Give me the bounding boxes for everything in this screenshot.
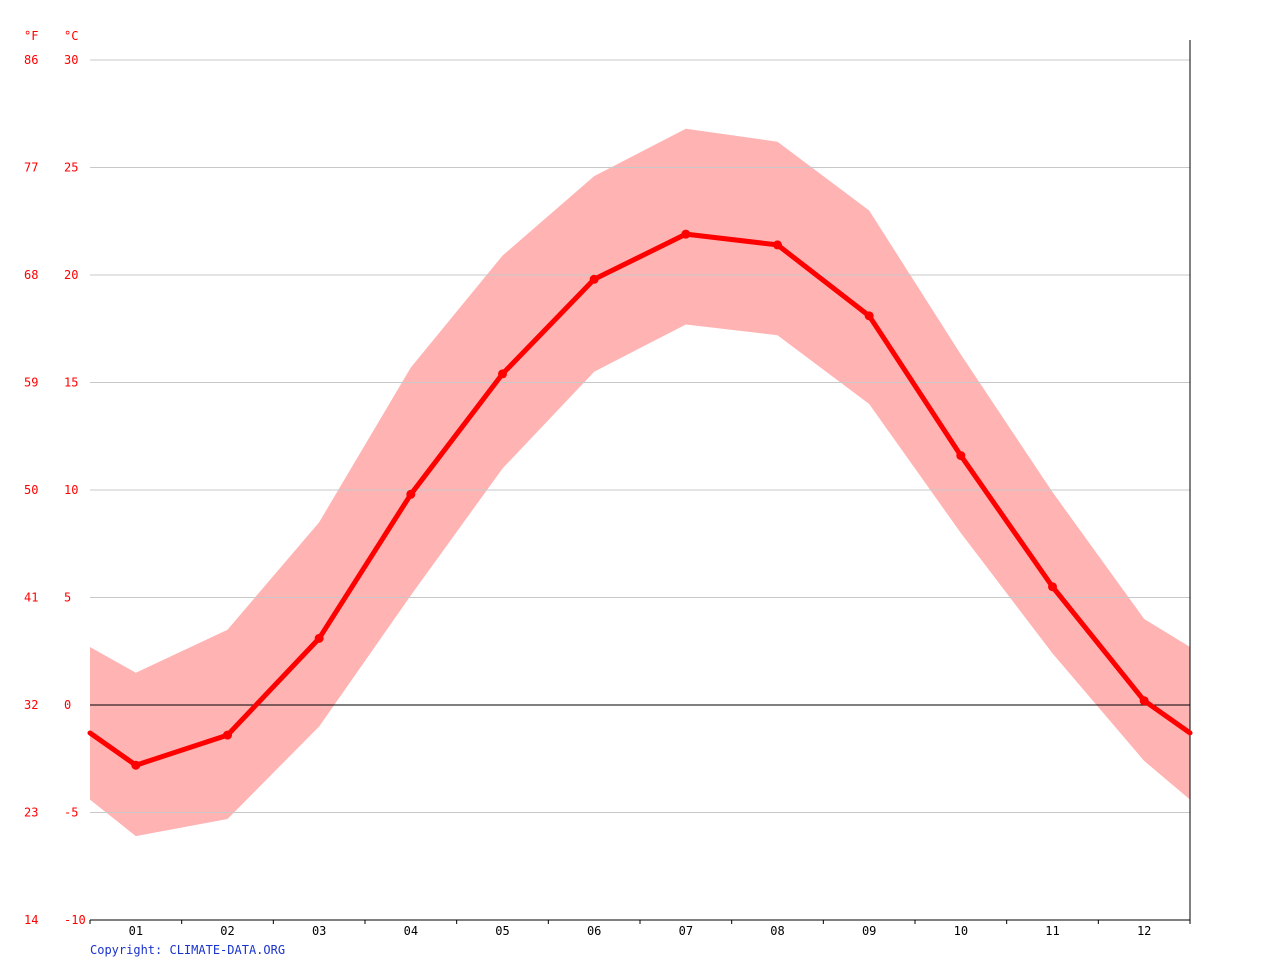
y-tick-label-celsius: 0 — [64, 698, 71, 712]
y-tick-label-celsius: -5 — [64, 806, 78, 820]
x-tick-label: 04 — [404, 924, 418, 938]
y-tick-label-fahrenheit: 32 — [24, 698, 38, 712]
x-tick-label: 05 — [495, 924, 509, 938]
temperature-range-band — [90, 128, 1190, 837]
x-tick-label: 06 — [587, 924, 601, 938]
celsius-unit-label: °C — [64, 29, 78, 43]
x-tick-label: 01 — [129, 924, 143, 938]
mean-temperature-line — [87, 231, 1193, 768]
mean-temperature-point — [956, 451, 966, 461]
y-tick-label-fahrenheit: 50 — [24, 483, 38, 497]
x-tick-label: 09 — [862, 924, 876, 938]
y-tick-label-fahrenheit: 14 — [24, 913, 38, 927]
mean-temperature-point — [681, 229, 691, 239]
mean-temperature-point — [864, 311, 874, 321]
y-tick-label-celsius: 25 — [64, 161, 78, 175]
mean-temperature-point — [223, 730, 232, 740]
x-tick-label: 02 — [220, 924, 234, 938]
x-tick-label: 07 — [679, 924, 693, 938]
fahrenheit-unit-label: °F — [24, 29, 38, 43]
mean-temperature-point — [498, 369, 507, 379]
y-tick-label-celsius: 5 — [64, 591, 71, 605]
x-tick-label: 08 — [770, 924, 784, 938]
y-tick-label-celsius: 30 — [64, 53, 78, 67]
mean-temperature-point — [773, 240, 782, 250]
x-tick-label: 12 — [1137, 924, 1151, 938]
mean-temperature-point — [131, 760, 141, 770]
x-tick-label: 11 — [1045, 924, 1059, 938]
y-tick-label-fahrenheit: 86 — [24, 53, 38, 67]
mean-temperature-point — [1048, 582, 1057, 592]
copyright-text: Copyright: CLIMATE-DATA.ORG — [90, 943, 285, 957]
y-tick-label-fahrenheit: 23 — [24, 806, 38, 820]
y-tick-label-fahrenheit: 59 — [24, 376, 38, 390]
y-tick-label-fahrenheit: 77 — [24, 161, 38, 175]
y-tick-label-fahrenheit: 41 — [24, 591, 38, 605]
y-tick-label-celsius: 15 — [64, 376, 78, 390]
y-tick-label-celsius: 10 — [64, 483, 78, 497]
mean-temperature-point — [589, 274, 599, 284]
y-tick-label-fahrenheit: 68 — [24, 268, 38, 282]
y-tick-label-celsius: -10 — [64, 913, 86, 927]
mean-temperature-point — [406, 489, 416, 499]
mean-temperature-point — [314, 633, 324, 643]
mean-temperature-point — [1139, 696, 1149, 706]
x-tick-label: 03 — [312, 924, 326, 938]
y-tick-label-celsius: 20 — [64, 268, 78, 282]
x-tick-label: 10 — [954, 924, 968, 938]
